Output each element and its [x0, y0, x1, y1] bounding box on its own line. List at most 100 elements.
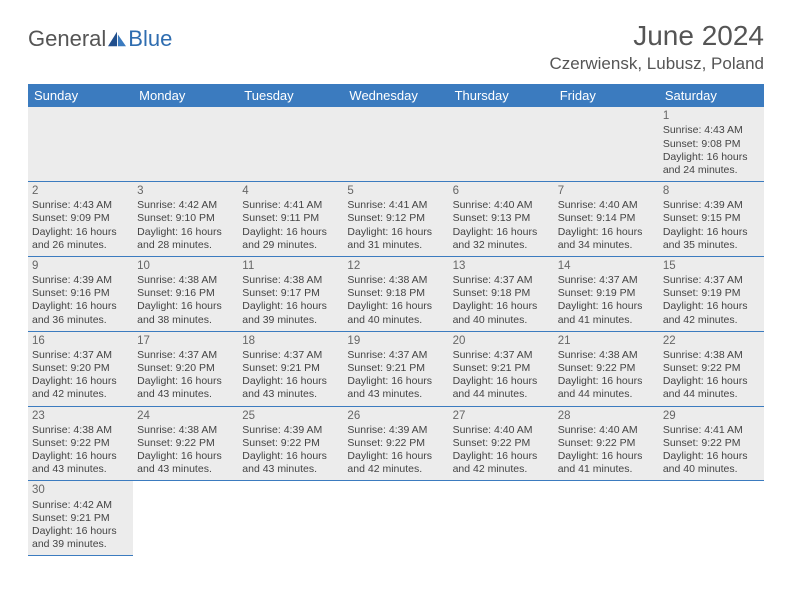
sunset-text: Sunset: 9:13 PM	[453, 212, 550, 225]
sunset-text: Sunset: 9:08 PM	[663, 138, 760, 151]
day-number: 23	[32, 409, 129, 423]
sunrise-text: Sunrise: 4:37 AM	[32, 349, 129, 362]
brand-text-1: General	[28, 26, 106, 52]
calendar-empty	[343, 481, 448, 556]
day-number: 3	[137, 184, 234, 198]
sunrise-text: Sunrise: 4:37 AM	[242, 349, 339, 362]
sunrise-text: Sunrise: 4:38 AM	[558, 349, 655, 362]
daylight-text: Daylight: 16 hours and 24 minutes.	[663, 151, 760, 177]
brand-text-2: Blue	[128, 26, 172, 52]
calendar-table: SundayMondayTuesdayWednesdayThursdayFrid…	[28, 84, 764, 556]
calendar-week: 1Sunrise: 4:43 AMSunset: 9:08 PMDaylight…	[28, 107, 764, 181]
day-number: 11	[242, 259, 339, 273]
calendar-day: 3Sunrise: 4:42 AMSunset: 9:10 PMDaylight…	[133, 181, 238, 256]
day-number: 1	[663, 109, 760, 123]
sunrise-text: Sunrise: 4:40 AM	[558, 424, 655, 437]
calendar-day: 28Sunrise: 4:40 AMSunset: 9:22 PMDayligh…	[554, 406, 659, 481]
day-number: 13	[453, 259, 550, 273]
weekday-header: Friday	[554, 84, 659, 107]
calendar-day: 18Sunrise: 4:37 AMSunset: 9:21 PMDayligh…	[238, 331, 343, 406]
page-title: June 2024	[549, 20, 764, 52]
sunset-text: Sunset: 9:11 PM	[242, 212, 339, 225]
day-number: 4	[242, 184, 339, 198]
day-number: 6	[453, 184, 550, 198]
calendar-day: 11Sunrise: 4:38 AMSunset: 9:17 PMDayligh…	[238, 256, 343, 331]
daylight-text: Daylight: 16 hours and 42 minutes.	[663, 300, 760, 326]
calendar-day: 25Sunrise: 4:39 AMSunset: 9:22 PMDayligh…	[238, 406, 343, 481]
day-number: 17	[137, 334, 234, 348]
brand-logo: General Blue	[28, 26, 172, 52]
day-number: 27	[453, 409, 550, 423]
sunrise-text: Sunrise: 4:43 AM	[663, 124, 760, 137]
day-number: 5	[347, 184, 444, 198]
daylight-text: Daylight: 16 hours and 41 minutes.	[558, 450, 655, 476]
day-number: 29	[663, 409, 760, 423]
sunrise-text: Sunrise: 4:38 AM	[137, 274, 234, 287]
calendar-day: 26Sunrise: 4:39 AMSunset: 9:22 PMDayligh…	[343, 406, 448, 481]
calendar-empty	[238, 107, 343, 181]
daylight-text: Daylight: 16 hours and 42 minutes.	[32, 375, 129, 401]
sunset-text: Sunset: 9:17 PM	[242, 287, 339, 300]
calendar-day: 2Sunrise: 4:43 AMSunset: 9:09 PMDaylight…	[28, 181, 133, 256]
weekday-header: Wednesday	[343, 84, 448, 107]
sunset-text: Sunset: 9:18 PM	[347, 287, 444, 300]
day-number: 25	[242, 409, 339, 423]
sunset-text: Sunset: 9:12 PM	[347, 212, 444, 225]
calendar-day: 24Sunrise: 4:38 AMSunset: 9:22 PMDayligh…	[133, 406, 238, 481]
daylight-text: Daylight: 16 hours and 40 minutes.	[663, 450, 760, 476]
title-block: June 2024 Czerwiensk, Lubusz, Poland	[549, 20, 764, 74]
daylight-text: Daylight: 16 hours and 36 minutes.	[32, 300, 129, 326]
sunset-text: Sunset: 9:20 PM	[137, 362, 234, 375]
sunset-text: Sunset: 9:21 PM	[347, 362, 444, 375]
daylight-text: Daylight: 16 hours and 43 minutes.	[242, 375, 339, 401]
calendar-day: 22Sunrise: 4:38 AMSunset: 9:22 PMDayligh…	[659, 331, 764, 406]
weekday-header: Thursday	[449, 84, 554, 107]
weekday-header: Tuesday	[238, 84, 343, 107]
location-text: Czerwiensk, Lubusz, Poland	[549, 54, 764, 74]
calendar-day: 4Sunrise: 4:41 AMSunset: 9:11 PMDaylight…	[238, 181, 343, 256]
day-number: 7	[558, 184, 655, 198]
calendar-week: 2Sunrise: 4:43 AMSunset: 9:09 PMDaylight…	[28, 181, 764, 256]
calendar-day: 6Sunrise: 4:40 AMSunset: 9:13 PMDaylight…	[449, 181, 554, 256]
daylight-text: Daylight: 16 hours and 26 minutes.	[32, 226, 129, 252]
calendar-day: 20Sunrise: 4:37 AMSunset: 9:21 PMDayligh…	[449, 331, 554, 406]
sunset-text: Sunset: 9:15 PM	[663, 212, 760, 225]
day-number: 2	[32, 184, 129, 198]
day-number: 10	[137, 259, 234, 273]
sunset-text: Sunset: 9:22 PM	[137, 437, 234, 450]
day-number: 28	[558, 409, 655, 423]
day-number: 12	[347, 259, 444, 273]
day-number: 24	[137, 409, 234, 423]
daylight-text: Daylight: 16 hours and 39 minutes.	[32, 525, 129, 551]
daylight-text: Daylight: 16 hours and 44 minutes.	[558, 375, 655, 401]
daylight-text: Daylight: 16 hours and 44 minutes.	[663, 375, 760, 401]
day-number: 20	[453, 334, 550, 348]
calendar-empty	[133, 107, 238, 181]
sunset-text: Sunset: 9:22 PM	[347, 437, 444, 450]
sunrise-text: Sunrise: 4:40 AM	[453, 199, 550, 212]
sunset-text: Sunset: 9:16 PM	[32, 287, 129, 300]
sunset-text: Sunset: 9:22 PM	[242, 437, 339, 450]
calendar-empty	[28, 107, 133, 181]
calendar-empty	[238, 481, 343, 556]
calendar-day: 21Sunrise: 4:38 AMSunset: 9:22 PMDayligh…	[554, 331, 659, 406]
sunset-text: Sunset: 9:18 PM	[453, 287, 550, 300]
daylight-text: Daylight: 16 hours and 41 minutes.	[558, 300, 655, 326]
calendar-day: 27Sunrise: 4:40 AMSunset: 9:22 PMDayligh…	[449, 406, 554, 481]
page-header: General Blue June 2024 Czerwiensk, Lubus…	[28, 20, 764, 74]
daylight-text: Daylight: 16 hours and 35 minutes.	[663, 226, 760, 252]
sunrise-text: Sunrise: 4:41 AM	[347, 199, 444, 212]
sunrise-text: Sunrise: 4:42 AM	[137, 199, 234, 212]
calendar-day: 1Sunrise: 4:43 AMSunset: 9:08 PMDaylight…	[659, 107, 764, 181]
sunrise-text: Sunrise: 4:37 AM	[347, 349, 444, 362]
calendar-body: 1Sunrise: 4:43 AMSunset: 9:08 PMDaylight…	[28, 107, 764, 556]
sunset-text: Sunset: 9:20 PM	[32, 362, 129, 375]
weekday-header: Monday	[133, 84, 238, 107]
sunrise-text: Sunrise: 4:39 AM	[663, 199, 760, 212]
calendar-day: 29Sunrise: 4:41 AMSunset: 9:22 PMDayligh…	[659, 406, 764, 481]
sunset-text: Sunset: 9:21 PM	[242, 362, 339, 375]
calendar-day: 10Sunrise: 4:38 AMSunset: 9:16 PMDayligh…	[133, 256, 238, 331]
daylight-text: Daylight: 16 hours and 43 minutes.	[32, 450, 129, 476]
sunrise-text: Sunrise: 4:40 AM	[453, 424, 550, 437]
calendar-day: 9Sunrise: 4:39 AMSunset: 9:16 PMDaylight…	[28, 256, 133, 331]
